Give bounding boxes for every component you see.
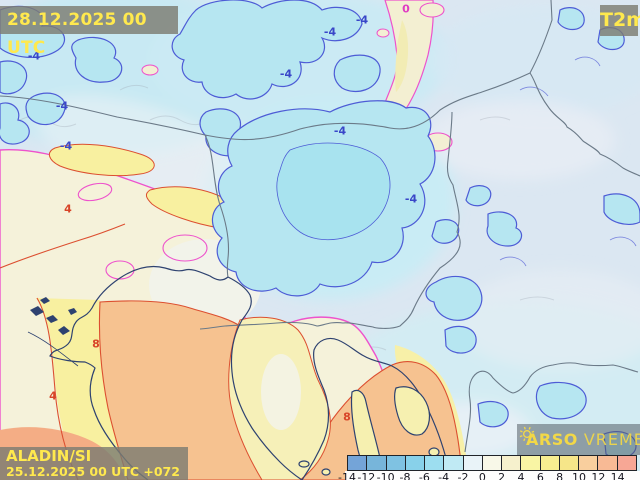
colorbar-cell (462, 456, 482, 470)
sun-icon (519, 426, 535, 442)
colorbar-tick-label: 6 (536, 471, 544, 480)
colorbar-cell (616, 456, 636, 470)
valid-time-banner: 28.12.2025 00 UTC (0, 6, 178, 58)
minor-isotherm-fragments (499, 56, 637, 267)
colorbar-tick-label: 12 (591, 471, 606, 480)
colorbar-tick-label: -6 (418, 471, 430, 480)
arso-vreme-logo: ARSO VREME (517, 424, 640, 455)
temperature-colorbar: -14 -12 -10 -8 -6 -4 -2 0 2 4 6 8 10 12 14 (338, 455, 640, 480)
colorbar-tick-label: 8 (556, 471, 564, 480)
istria-west-coast (227, 276, 303, 480)
country-borders (0, 0, 640, 453)
colorbar-tick-label: -14 (338, 471, 356, 480)
kvarner-warm-sea (299, 361, 463, 480)
model-run-info: 25.12.2025 00 UTC +072 h (6, 464, 180, 480)
colorbar-tick-label: -12 (357, 471, 376, 480)
colorbar-cell (366, 456, 386, 470)
colorbar-cell (597, 456, 617, 470)
colorbar-cell (348, 456, 367, 470)
agency-name: ARSO (526, 430, 578, 449)
colorbar-cell (520, 456, 540, 470)
colorbar-cells (347, 455, 637, 471)
colorbar-tick-label: 2 (498, 471, 506, 480)
venetian-coast (49, 265, 229, 480)
colorbar-tick-label: 10 (572, 471, 586, 480)
warm-region (0, 143, 468, 480)
colorbar-tick-labels: -14 -12 -10 -8 -6 -4 -2 0 2 4 6 8 10 12 14 (338, 471, 640, 480)
colorbar-cell (424, 456, 444, 470)
colorbar-cell (539, 456, 559, 470)
service-name: VREME (583, 430, 640, 449)
colorbar-tick-label: 14 (610, 471, 625, 480)
parameter-badge: T2m (600, 5, 640, 36)
colorbar-tick-label: -4 (438, 471, 450, 480)
colorbar-tick-label: 0 (478, 471, 486, 480)
model-name: ALADIN/SI (6, 447, 92, 465)
colorbar-tick-label: -8 (399, 471, 411, 480)
parameter-text: T2m (600, 9, 640, 31)
northeast-warm-band (4, 0, 453, 152)
colorbar-tick-label: -10 (376, 471, 395, 480)
kvarner-coast (301, 337, 452, 480)
colorbar-cell (385, 456, 405, 470)
valid-time-text: 28.12.2025 00 UTC (7, 10, 147, 58)
colorbar-cell (578, 456, 598, 470)
model-info-banner: ALADIN/SI 25.12.2025 00 UTC +072 h (0, 447, 188, 480)
colorbar-cell (404, 456, 425, 470)
colorbar-tick-label: 4 (517, 471, 525, 480)
colorbar-cell (558, 456, 579, 470)
colorbar-cell (443, 456, 463, 470)
colorbar-tick-label: -2 (457, 471, 469, 480)
lagoon-islets (30, 297, 77, 335)
colorbar-cell (481, 456, 502, 470)
krk-island (393, 386, 431, 436)
colorbar-cell (501, 456, 521, 470)
